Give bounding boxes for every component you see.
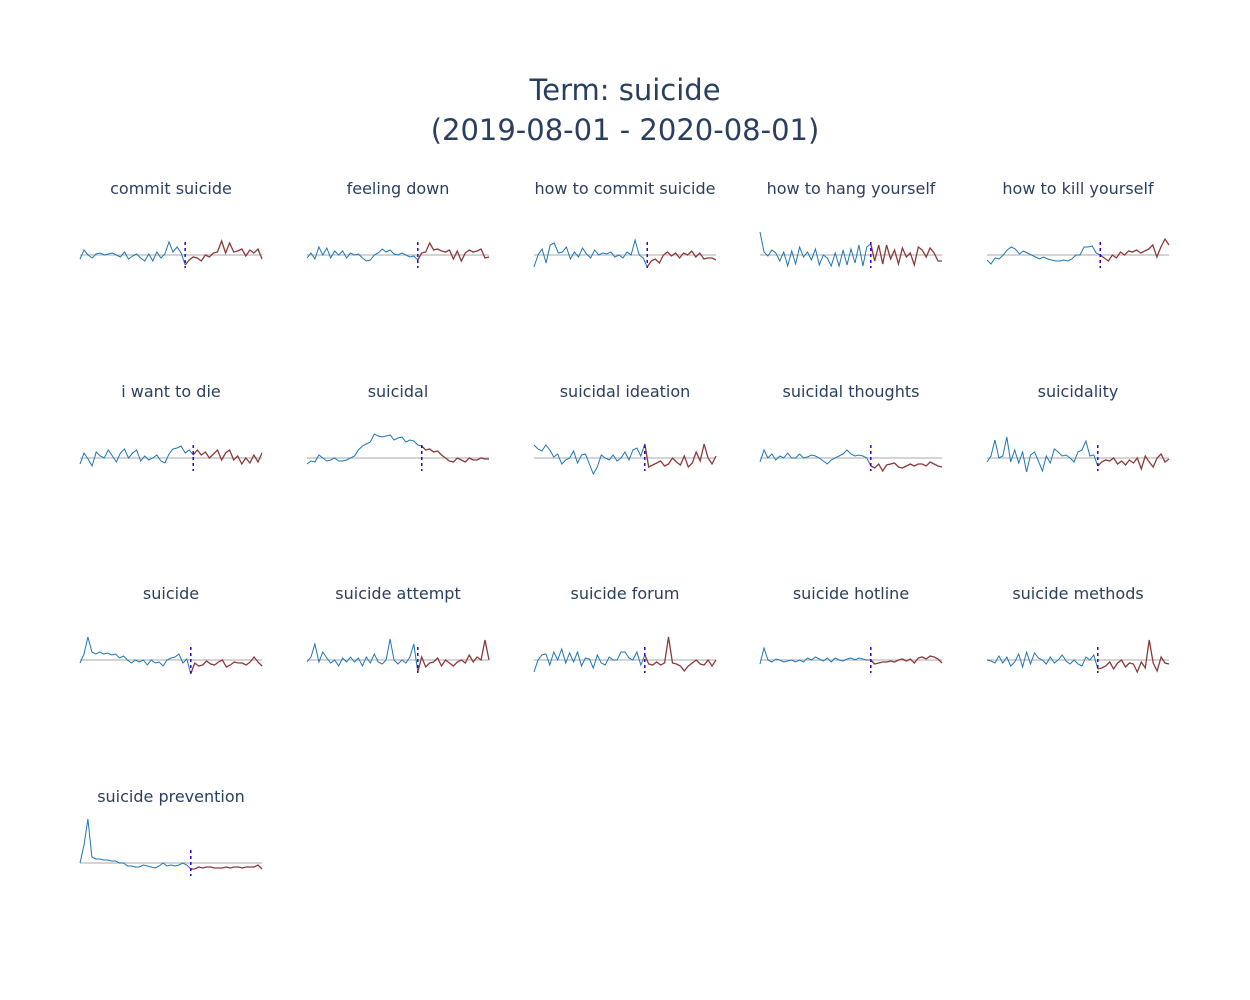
panel-how-to-hang-yourself: how to hang yourself (759, 179, 942, 268)
series-before-line (79, 445, 194, 468)
series-before-line (306, 433, 422, 465)
panel-title: suicide attempt (335, 584, 460, 603)
panel-suicide-prevention: suicide prevention (79, 787, 263, 876)
panel-suicide-hotline: suicide hotline (759, 584, 943, 673)
series-after-line (644, 443, 717, 469)
panel-how-to-commit-suicide: how to commit suicide (533, 179, 717, 268)
panels-group: commit suicide feeling down how to commit … (79, 179, 1170, 876)
series-after-line (417, 241, 490, 263)
series-before-line (759, 448, 872, 467)
series-after-line (870, 655, 943, 665)
panel-title: suicide (143, 584, 199, 603)
series-before-line (306, 245, 419, 262)
panel-suicide-attempt: suicide attempt (306, 584, 490, 673)
panel-title: suicidal thoughts (783, 382, 920, 401)
panel-suicidal-thoughts: suicidal thoughts (759, 382, 943, 473)
series-after-line (644, 636, 717, 673)
panel-suicidal-ideation: suicidal ideation (533, 382, 717, 476)
series-before-line (986, 650, 1099, 670)
series-before-line (986, 436, 1099, 473)
panel-suicidality: suicidality (986, 382, 1170, 473)
series-before-line (986, 245, 1101, 265)
panel-suicide: suicide (79, 584, 263, 675)
series-after-line (421, 445, 489, 463)
series-after-line (184, 239, 263, 266)
chart-title: Term: suicide (528, 73, 720, 107)
series-before-line (306, 638, 419, 673)
panel-how-to-kill-yourself: how to kill yourself (986, 179, 1170, 268)
panel-suicidal: suicidal (306, 382, 489, 471)
series-before-line (79, 240, 186, 266)
series-before-line (533, 238, 648, 268)
series-after-line (870, 461, 943, 473)
series-before-line (79, 636, 192, 675)
series-before-line (759, 231, 872, 268)
series-after-line (417, 639, 490, 673)
panel-i-want-to-die: i want to die (79, 382, 263, 471)
series-after-line (192, 448, 263, 466)
series-after-line (1097, 452, 1170, 472)
series-before-line (533, 647, 646, 673)
panel-title: feeling down (347, 179, 450, 198)
panel-commit-suicide: commit suicide (79, 179, 263, 268)
series-before-line (79, 818, 192, 870)
series-after-line (1097, 639, 1170, 674)
panel-title: suicidality (1038, 382, 1119, 401)
panel-title: i want to die (121, 382, 221, 401)
series-before-line (759, 646, 871, 665)
chart-subtitle: (2019-08-01 - 2020-08-01) (431, 113, 820, 147)
series-after-line (190, 655, 263, 675)
panel-feeling-down: feeling down (306, 179, 490, 268)
panel-title: commit suicide (110, 179, 232, 198)
panel-title: suicide methods (1012, 584, 1143, 603)
series-after-line (190, 864, 263, 870)
panel-title: suicide prevention (97, 787, 245, 806)
series-after-line (870, 243, 942, 268)
panel-title: how to kill yourself (1002, 179, 1154, 198)
panel-title: how to hang yourself (767, 179, 936, 198)
series-after-line (646, 249, 717, 268)
series-after-line (1099, 237, 1170, 262)
panel-suicide-methods: suicide methods (986, 584, 1170, 674)
panel-title: suicide hotline (793, 584, 909, 603)
panel-suicide-forum: suicide forum (533, 584, 717, 673)
panel-title: how to commit suicide (535, 179, 716, 198)
panel-title: suicide forum (571, 584, 680, 603)
panel-title: suicidal ideation (560, 382, 691, 401)
panel-title: suicidal (368, 382, 429, 401)
series-before-line (533, 443, 646, 476)
